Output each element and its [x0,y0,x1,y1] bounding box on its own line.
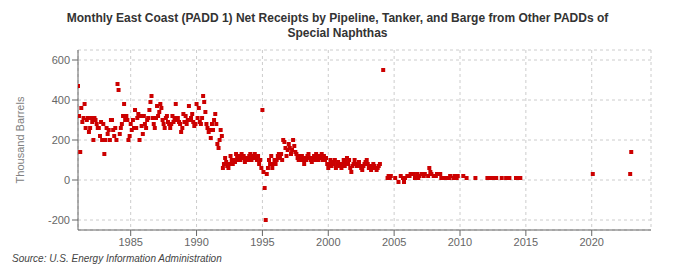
svg-text:2010: 2010 [448,236,472,248]
svg-text:0: 0 [64,174,70,186]
svg-text:2020: 2020 [579,236,603,248]
html-text:Source: U.S. Energy Informatio: Source: U.S. Energy Information Administ… [12,253,222,264]
html-text:Monthly East Coast (PADD 1) Ne: Monthly East Coast (PADD 1) Net Receipts… [66,11,609,25]
html-text:Special Naphthas: Special Naphthas [287,26,388,40]
svg-text:2000: 2000 [316,236,340,248]
svg-text:1990: 1990 [184,236,208,248]
svg-text:600: 600 [52,54,70,66]
svg-text:400: 400 [52,94,70,106]
svg-text:2015: 2015 [514,236,538,248]
svg-text:Thousand Barrels: Thousand Barrels [14,96,26,183]
svg-text:1995: 1995 [250,236,274,248]
svg-text:200: 200 [52,134,70,146]
svg-text:-200: -200 [48,214,70,226]
svg-text:1985: 1985 [118,236,142,248]
svg-text:2005: 2005 [382,236,406,248]
